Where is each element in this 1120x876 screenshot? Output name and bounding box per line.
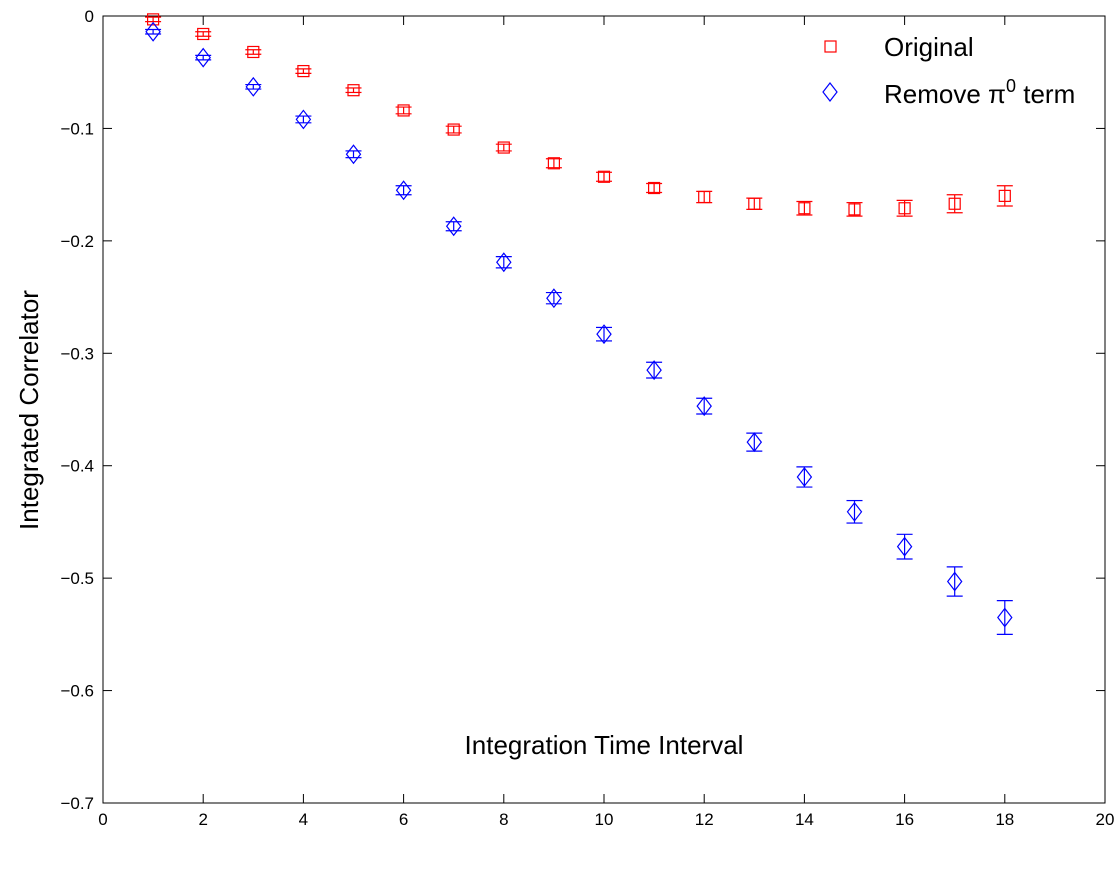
x-tick-label: 2 (198, 810, 207, 829)
data-point-square (698, 190, 711, 204)
legend: Original Remove π0 term (822, 32, 1075, 109)
data-point-diamond (896, 536, 913, 557)
x-tick-label: 10 (595, 810, 614, 829)
data-marks (145, 13, 1013, 635)
data-point-diamond (746, 432, 763, 453)
legend-marker-remove-pi0 (822, 82, 838, 102)
legend-label-remove-pi0-superscript: 0 (1006, 76, 1016, 96)
x-tick-label: 14 (795, 810, 814, 829)
x-tick-label: 20 (1096, 810, 1115, 829)
data-point-diamond (846, 501, 863, 522)
legend-label-remove-pi0-main: Remove π (884, 79, 1006, 109)
data-point-diamond (295, 109, 312, 130)
x-tick-label: 0 (98, 810, 107, 829)
data-point-square (597, 170, 611, 183)
y-tick-label: −0.1 (60, 119, 94, 138)
data-point-diamond (596, 324, 612, 345)
data-point-diamond (946, 571, 963, 592)
plot-area (102, 15, 1106, 804)
data-point-square (898, 202, 911, 215)
data-point-square (197, 27, 210, 41)
data-point-square (798, 202, 811, 215)
x-tick-label: 4 (299, 810, 308, 829)
data-point-diamond (445, 216, 462, 237)
legend-label-remove-pi0: Remove π0 term (884, 76, 1075, 109)
data-point-square (547, 157, 561, 170)
x-tick-label: 6 (399, 810, 408, 829)
data-point-diamond (395, 180, 412, 201)
y-tick-label: 0 (85, 7, 94, 26)
data-point-square (647, 181, 661, 195)
data-point-square (247, 45, 260, 59)
x-tick-label: 18 (995, 810, 1014, 829)
data-point-diamond (195, 47, 211, 68)
data-point-diamond (345, 144, 362, 165)
data-point-square (447, 123, 460, 136)
y-tick-label: −0.6 (60, 682, 94, 701)
data-point-diamond (245, 76, 262, 97)
y-tick-label: −0.4 (60, 457, 94, 476)
series-1 (145, 21, 1013, 635)
series-0 (145, 13, 1013, 217)
y-tick-label: −0.5 (60, 569, 94, 588)
y-axis-label: Integrated Correlator (14, 290, 44, 530)
y-tick-label: −0.2 (60, 232, 94, 251)
data-point-square (497, 141, 510, 154)
data-point-diamond (796, 466, 813, 487)
data-point-diamond (997, 607, 1013, 628)
x-tick-label: 8 (499, 810, 508, 829)
x-tick-label: 12 (695, 810, 714, 829)
data-point-diamond (696, 396, 712, 417)
data-point-diamond (496, 252, 512, 273)
data-point-square (297, 64, 310, 78)
data-point-diamond (145, 21, 161, 42)
axes: 0 2 4 6 8 10 12 14 16 18 20 0 −0.1 −0.2 −0.3 −0.4 −0.5 −0… (60, 7, 1114, 829)
data-point-diamond (546, 288, 562, 309)
data-point-square (998, 189, 1011, 202)
data-point-square (948, 197, 961, 210)
x-tick-label: 16 (895, 810, 914, 829)
x-axis-label: Integration Time Interval (465, 730, 744, 760)
data-point-square (748, 197, 761, 210)
data-point-square (147, 13, 160, 26)
data-point-square (397, 104, 410, 117)
legend-marker-original (824, 40, 837, 53)
y-tick-label: −0.3 (60, 344, 94, 363)
data-point-square (347, 84, 360, 97)
data-point-square (848, 203, 861, 216)
legend-label-original: Original (884, 32, 974, 62)
y-tick-label: −0.7 (60, 794, 94, 813)
legend-label-remove-pi0-suffix: term (1016, 79, 1075, 109)
data-point-diamond (646, 360, 662, 381)
